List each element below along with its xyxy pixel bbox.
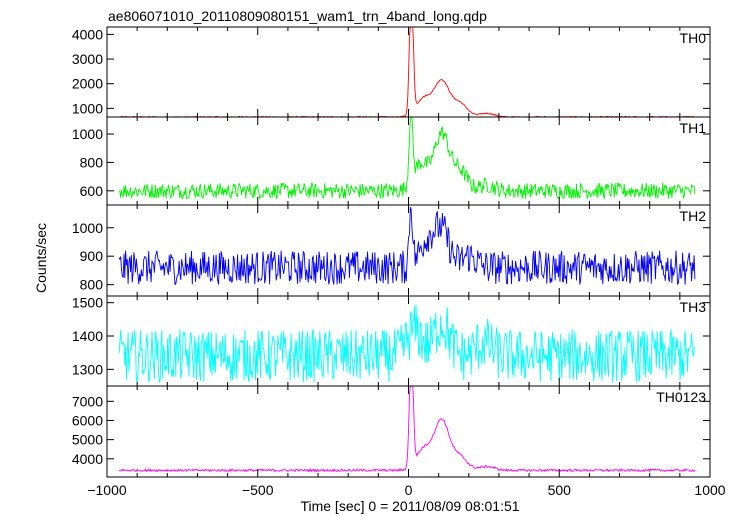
y-tick-label: 900: [80, 248, 104, 264]
x-tick-label: −1000: [87, 482, 127, 498]
panel-th1: 600 800 1000 TH1: [72, 116, 711, 206]
x-tick-label: 500: [548, 482, 572, 498]
y-tick-label: 6000: [72, 412, 103, 428]
series-line-th0123: [118, 385, 696, 473]
y-tick-label: 1000: [72, 100, 103, 116]
x-tick-label: 1000: [694, 482, 725, 498]
panel-th2: 800 900 1000 TH2: [72, 204, 711, 297]
x-tick-label: 0: [405, 482, 413, 498]
series-line-th3: [118, 304, 696, 383]
y-tick-label: 7000: [72, 393, 103, 409]
series-label: TH0: [680, 30, 707, 46]
y-tick-label: 2000: [72, 76, 103, 92]
series-label: TH0123: [656, 389, 706, 405]
y-tick-label: 5000: [72, 432, 103, 448]
y-tick-label: 3000: [72, 51, 103, 67]
y-tick-label: 1000: [72, 126, 103, 142]
y-tick-label: 4000: [72, 451, 103, 467]
x-axis: −1000 −500 0 500 1000: [87, 27, 726, 498]
chart-title: ae806071010_20110809080151_wam1_trn_4ban…: [108, 8, 487, 24]
y-tick-label: 600: [80, 183, 104, 199]
chart-panels: 1000 2000 3000 4000 TH0 600 800 1000 TH1 800 900 10…: [72, 26, 711, 478]
x-tick-label: −500: [242, 482, 274, 498]
y-tick-label: 1000: [72, 220, 103, 236]
y-tick-label: 800: [80, 277, 104, 293]
panel-frame: [106, 204, 711, 297]
series-line-th0: [118, 26, 695, 118]
series-label: TH3: [680, 299, 707, 315]
series-line-th2: [118, 206, 696, 286]
panel-th0: 1000 2000 3000 4000 TH0: [72, 26, 711, 118]
series-line-th1: [118, 116, 696, 200]
panel-th3: 1300 1400 1500 TH3: [72, 295, 711, 387]
y-tick-label: 1300: [72, 361, 103, 377]
series-label: TH1: [680, 120, 707, 136]
series-label: TH2: [680, 208, 707, 224]
panel-th0123: 4000 5000 6000 7000 TH0123: [72, 385, 711, 478]
y-axis-label: Counts/sec: [33, 223, 49, 293]
y-tick-label: 1500: [72, 295, 103, 311]
x-axis-label: Time [sec] 0 = 2011/08/09 08:01:51: [300, 498, 519, 514]
y-tick-label: 1400: [72, 328, 103, 344]
y-tick-label: 800: [80, 154, 104, 170]
y-tick-label: 4000: [72, 26, 103, 42]
